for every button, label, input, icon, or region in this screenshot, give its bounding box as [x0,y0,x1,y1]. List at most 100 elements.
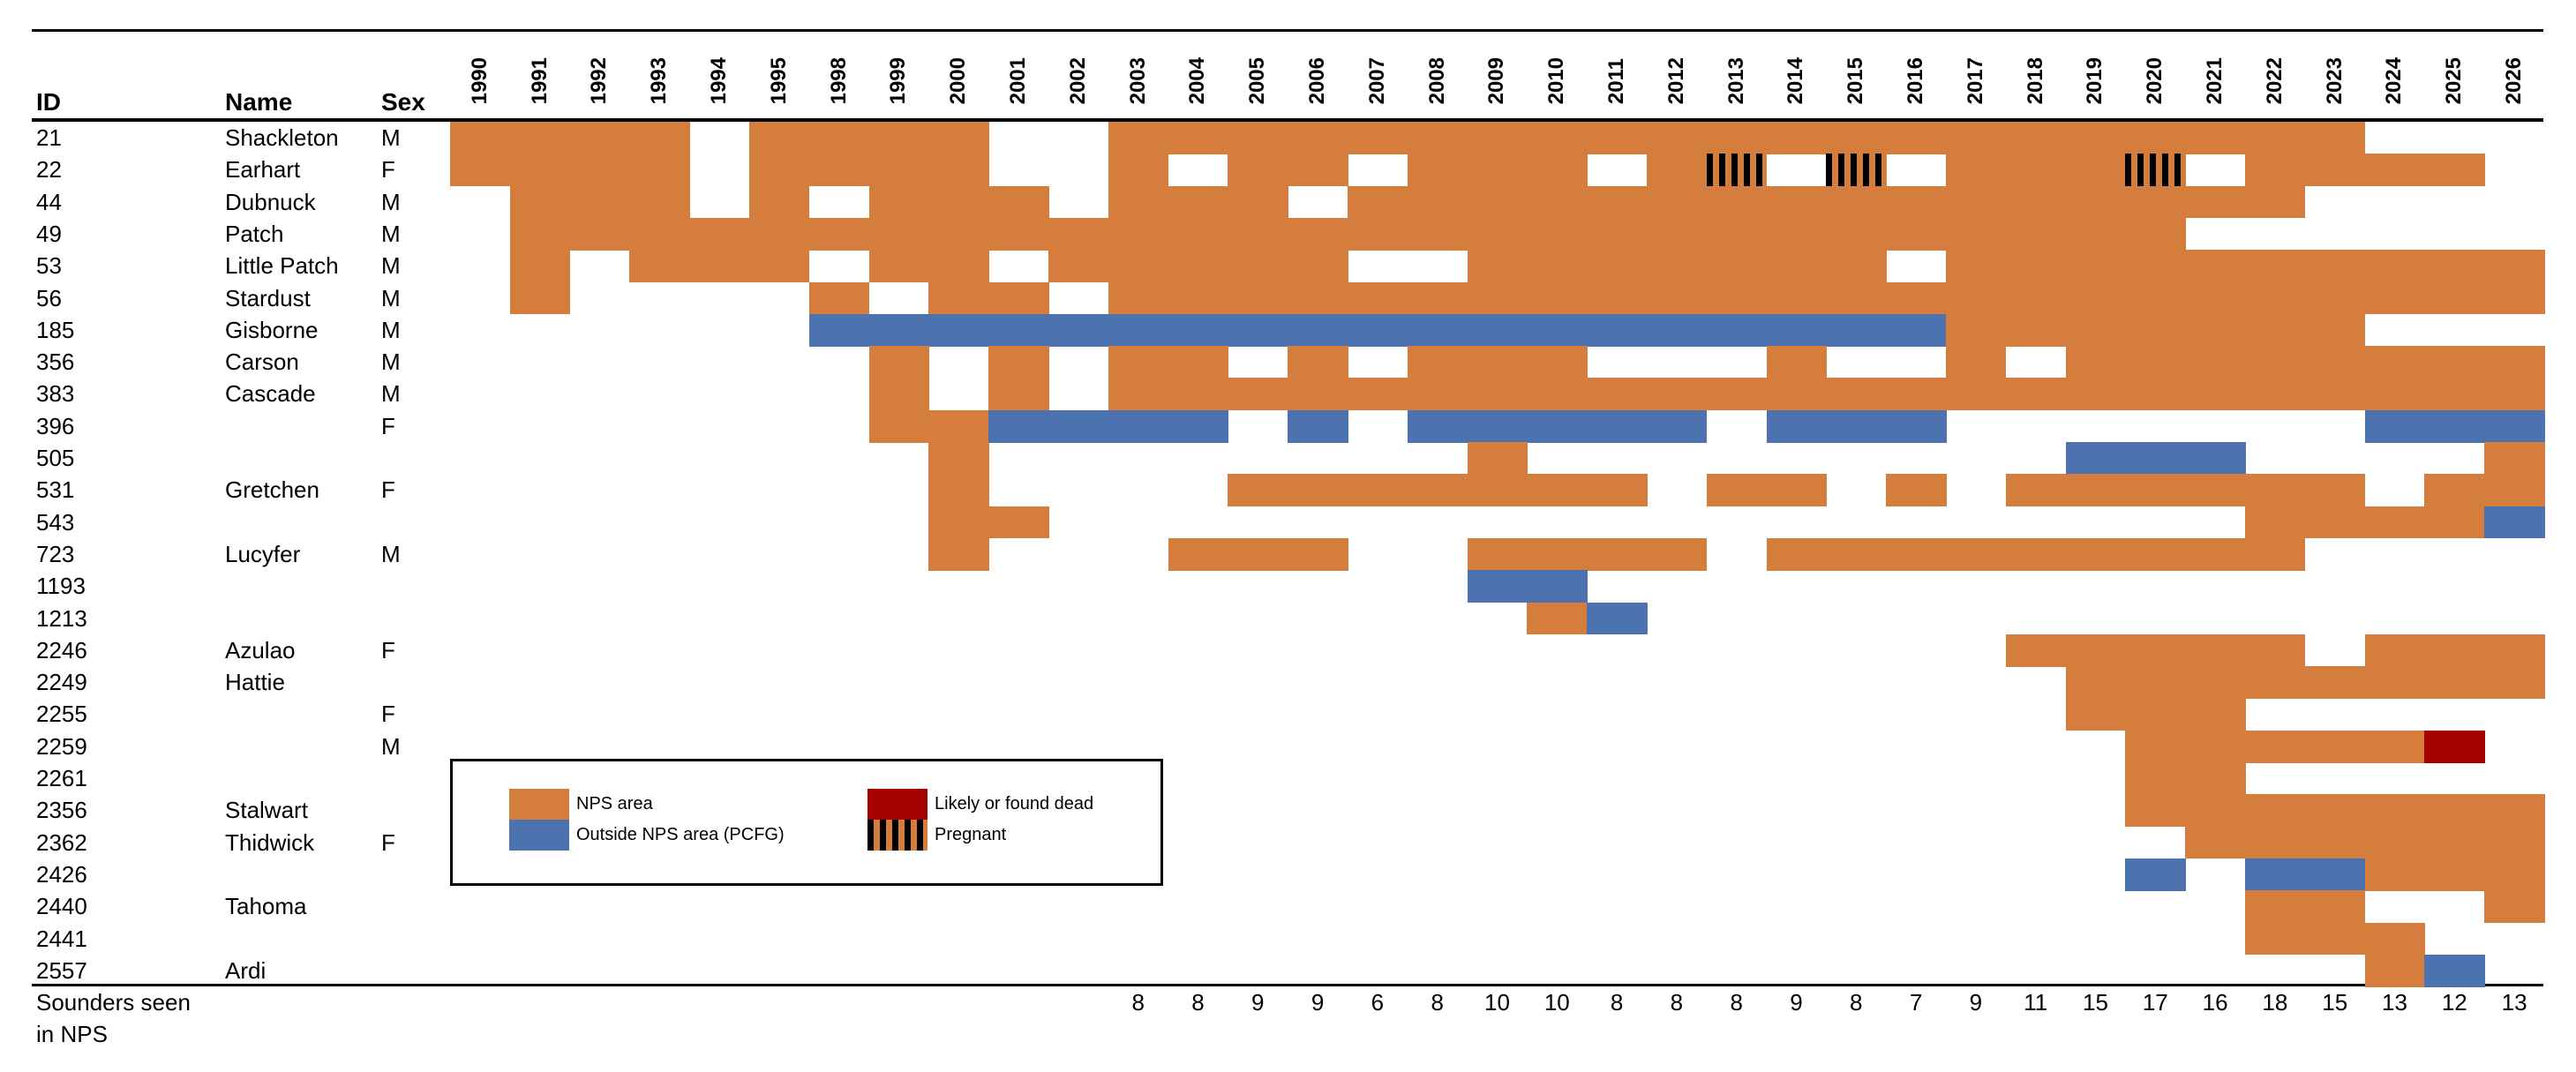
total-count: 17 [2142,989,2168,1016]
cell-nps-area [2005,313,2067,347]
row-id: 2356 [36,797,87,824]
row-id: 44 [36,188,62,215]
cell-nps-area [988,217,1049,251]
row-id: 2426 [36,860,87,888]
cell-nps-area [2304,154,2366,187]
row-name: Gisborne [225,316,319,343]
cell-nps-area [2364,858,2425,891]
year-label-text: 2005 [1245,56,1270,104]
cell-nps-area [2364,954,2425,987]
row-name: Dubnuck [225,188,316,215]
year-label-text: 2002 [1065,56,1090,104]
cell-nps-area [1348,185,1408,219]
cell-outside-nps-area-pcfg [1348,313,1408,347]
cell-nps-area [1467,537,1528,571]
cell-nps-area [868,122,929,154]
cell-nps-area [2245,730,2306,763]
cell-nps-area [2065,154,2126,187]
cell-nps-area [2364,666,2425,699]
cell-outside-nps-area-pcfg [2484,409,2545,443]
cell-nps-area [1527,185,1588,219]
cell-nps-area [928,217,989,251]
cell-nps-area [1407,122,1468,154]
cell-nps-area [988,346,1049,379]
cell-outside-nps-area-pcfg [1407,313,1468,347]
row-id: 396 [36,412,75,439]
cell-nps-area [2185,730,2246,763]
row-id: 2557 [36,956,87,984]
row-id: 505 [36,445,75,471]
cell-nps-area [2304,250,2366,283]
year-label-text: 2010 [1544,56,1569,104]
cell-nps-area [1467,442,1528,475]
cell-nps-area [2424,281,2485,315]
total-count: 8 [1670,989,1684,1016]
cell-nps-area [1168,217,1228,251]
year-label: 1991 [510,39,570,104]
cell-nps-area [1288,346,1348,379]
cell-nps-area [2185,378,2246,411]
row-id: 21 [36,124,62,151]
year-label: 2019 [2066,39,2126,104]
cell-nps-area [1288,122,1348,154]
cell-nps-area [2245,346,2306,379]
name-header: Name [225,88,293,116]
cell-outside-nps-area-pcfg [1647,313,1708,347]
cell-nps-area [509,122,571,154]
cell-nps-area [2125,217,2186,251]
cell-nps-area [509,185,571,219]
cell-nps-area [2005,537,2067,571]
row-id: 2362 [36,828,87,856]
cell-nps-area [1288,154,1348,187]
cell-nps-area [1348,122,1408,154]
year-label-text: 2025 [2442,56,2467,104]
cell-nps-area [2304,506,2366,539]
cell-nps-area [2245,794,2306,828]
year-label: 2007 [1348,39,1408,104]
cell-nps-area [1048,217,1109,251]
header-rule [32,118,2543,122]
year-label-text: 2011 [1604,57,1629,104]
cell-nps-area [2304,826,2366,859]
cell-nps-area [1766,474,1827,507]
row-name: Thidwick [225,828,315,856]
cell-nps-area [1288,537,1348,571]
year-label-text: 1998 [826,56,851,104]
cell-outside-nps-area-pcfg [1886,409,1947,443]
cell-nps-area [2484,666,2545,699]
row-sex: M [381,540,401,567]
row-name: Cascade [225,380,316,408]
cell-nps-area [1467,217,1528,251]
cell-nps-area [1946,185,2007,219]
year-label-text: 2013 [1724,56,1748,104]
row-id: 1213 [36,604,87,632]
cell-nps-area [2424,346,2485,379]
row-sex: M [381,380,401,408]
cell-nps-area [2484,346,2545,379]
cell-nps-area [1946,281,2007,315]
year-label-text: 2026 [2502,56,2527,104]
cell-nps-area [2484,794,2545,828]
year-label-text: 2020 [2143,56,2167,104]
cell-nps-area [2065,281,2126,315]
cell-outside-nps-area-pcfg [1706,313,1768,347]
cell-nps-area [2304,666,2366,699]
cell-nps-area [1766,378,1827,411]
cell-nps-area [868,154,929,187]
cell-nps-area [2185,666,2246,699]
cell-nps-area [2125,762,2186,795]
year-label-text: 1995 [766,56,791,104]
cell-nps-area [1407,346,1468,379]
cell-nps-area [2185,474,2246,507]
cell-nps-area [1587,185,1648,219]
cell-nps-area [2364,506,2425,539]
total-count: 16 [2202,989,2228,1016]
year-label: 2012 [1647,39,1707,104]
cell-nps-area [1587,217,1648,251]
cell-nps-area [2304,730,2366,763]
cell-nps-area [928,122,989,154]
year-label: 1992 [570,39,630,104]
row-id: 383 [36,380,75,408]
cell-nps-area [868,409,929,443]
cell-nps-area [1048,250,1109,283]
